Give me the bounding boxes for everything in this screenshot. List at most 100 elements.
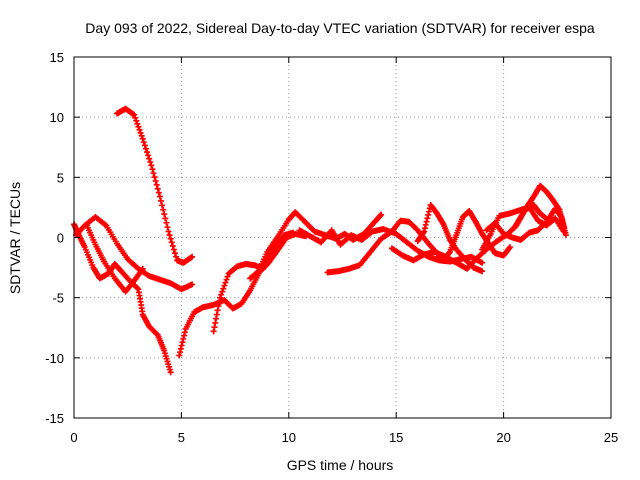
data-point xyxy=(153,181,160,188)
data-point xyxy=(179,339,186,346)
data-point xyxy=(221,282,228,289)
data-point xyxy=(181,332,188,339)
y-tick-label: 5 xyxy=(57,170,64,185)
data-point xyxy=(167,369,174,376)
data-point xyxy=(181,329,188,336)
data-point xyxy=(138,132,145,139)
series-arc-15 xyxy=(483,205,569,243)
series-arc-9 xyxy=(324,217,451,276)
y-axis-label: SDTVAR / TECUs xyxy=(7,182,23,294)
data-point xyxy=(216,298,223,305)
data-point xyxy=(217,294,224,301)
axis-ticks: 0 5 10 15 20 25 -15 -10 -5 0 5 10 15 xyxy=(45,50,618,445)
data-point xyxy=(171,250,178,257)
series-arc-1 xyxy=(113,105,196,266)
series-arc-11 xyxy=(414,202,486,275)
y-tick-label: 15 xyxy=(50,50,64,65)
data-point xyxy=(222,279,229,286)
data-point xyxy=(178,342,185,349)
data-point xyxy=(223,276,230,283)
chart-title: Day 093 of 2022, Sidereal Day-to-day VTE… xyxy=(85,20,595,36)
x-axis-label: GPS time / hours xyxy=(287,457,394,473)
data-point xyxy=(147,158,154,165)
data-point xyxy=(145,152,152,159)
data-point xyxy=(131,111,138,118)
data-point xyxy=(132,114,139,121)
data-point xyxy=(507,244,514,251)
data-point xyxy=(146,155,153,162)
data-point xyxy=(159,202,166,209)
data-point xyxy=(168,239,175,246)
data-point xyxy=(157,197,164,204)
data-point xyxy=(378,211,385,218)
data-point xyxy=(446,249,453,256)
data-point xyxy=(212,319,219,326)
y-tick-label: 10 xyxy=(50,110,64,125)
data-point xyxy=(163,219,170,226)
series-arc-4 xyxy=(83,222,146,295)
data-point xyxy=(218,291,225,298)
data-point xyxy=(154,185,161,192)
y-tick-label: 0 xyxy=(57,231,64,246)
data-point xyxy=(425,211,432,218)
y-tick-label: -10 xyxy=(45,351,64,366)
data-point xyxy=(425,208,432,215)
data-point xyxy=(479,259,486,266)
x-tick-label: 10 xyxy=(282,430,296,445)
data-point xyxy=(155,189,162,196)
data-point xyxy=(215,303,222,310)
data-point xyxy=(423,218,430,225)
data-point xyxy=(141,142,148,149)
data-point xyxy=(213,311,220,318)
data-point xyxy=(161,211,168,218)
data-point xyxy=(214,307,221,314)
data-point xyxy=(151,174,158,181)
data-point xyxy=(177,349,184,356)
y-tick-label: -5 xyxy=(52,291,64,306)
data-point xyxy=(211,324,218,331)
data-point xyxy=(153,330,160,337)
data-point xyxy=(210,328,217,335)
data-point xyxy=(557,212,564,219)
data-point xyxy=(142,145,149,152)
data-point xyxy=(166,232,173,239)
data-point xyxy=(173,253,180,260)
data-point xyxy=(162,215,169,222)
x-tick-label: 5 xyxy=(178,430,185,445)
data-point xyxy=(180,335,187,342)
data-point xyxy=(140,139,147,146)
x-tick-label: 20 xyxy=(496,430,510,445)
data-point xyxy=(133,117,140,124)
data-point xyxy=(213,315,220,322)
data-point xyxy=(149,166,156,173)
data-point xyxy=(150,170,157,177)
data-point xyxy=(167,235,174,242)
data-point xyxy=(377,212,384,219)
data-point xyxy=(134,120,141,127)
data-point xyxy=(134,285,141,292)
data-point xyxy=(160,206,167,213)
y-tick-label: -15 xyxy=(45,411,64,426)
data-point xyxy=(164,224,171,231)
x-tick-label: 15 xyxy=(389,430,403,445)
data-point xyxy=(421,228,428,235)
x-tick-label: 25 xyxy=(604,430,618,445)
data-point xyxy=(254,269,261,276)
data-point xyxy=(189,281,196,288)
data-point xyxy=(137,129,144,136)
data-point xyxy=(177,345,184,352)
data-point xyxy=(165,228,172,235)
data-point xyxy=(424,215,431,222)
data-point xyxy=(148,162,155,169)
data-point xyxy=(189,253,196,260)
data-point xyxy=(136,126,143,133)
data-point xyxy=(220,285,227,292)
data-point xyxy=(144,149,151,156)
data-point xyxy=(422,221,429,228)
data-point xyxy=(219,288,226,295)
data-point xyxy=(156,193,163,200)
data-point xyxy=(170,246,177,253)
x-tick-label: 0 xyxy=(70,430,77,445)
data-point xyxy=(506,245,513,252)
